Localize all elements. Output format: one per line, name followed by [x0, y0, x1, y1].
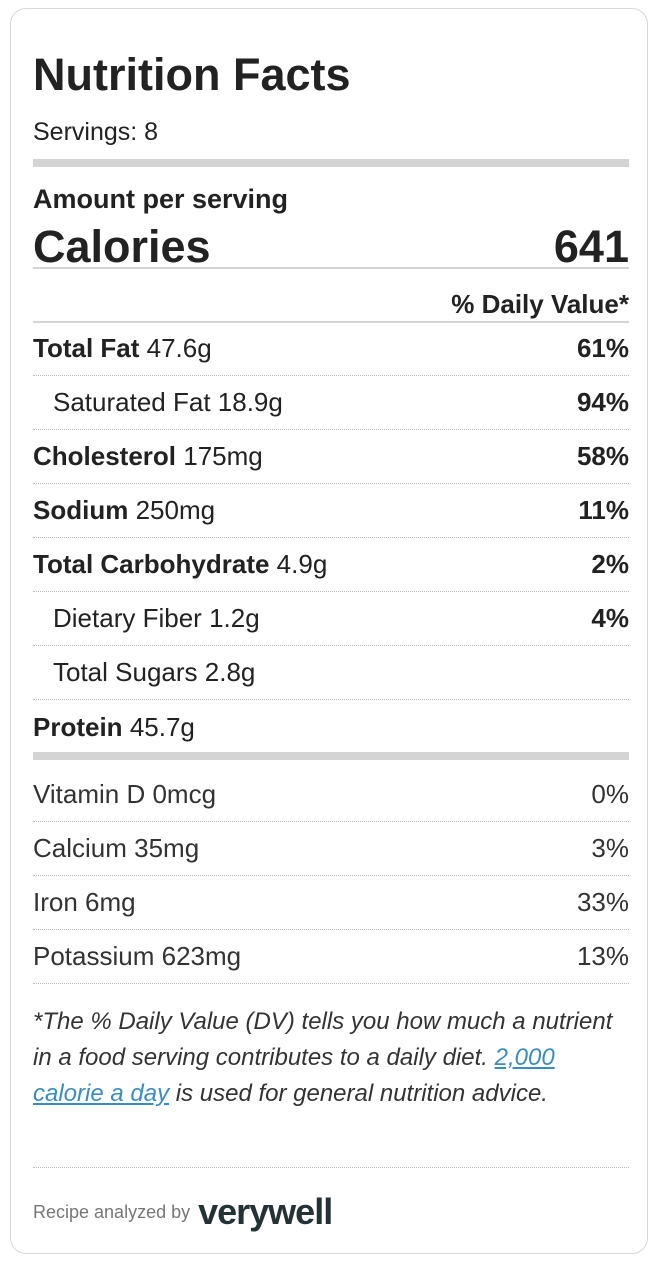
nutrient-row: Dietary Fiber 1.2g 4% [33, 592, 629, 646]
vitamin-list: Vitamin D 0mcg 0% Calcium 35mg 3% Iron 6mg… [33, 768, 629, 984]
calories-row: Calories 641 [33, 219, 629, 275]
vitamin-row: Calcium 35mg 3% [33, 822, 629, 876]
amount-per-serving: Amount per serving [33, 184, 289, 214]
nutrient-list: Total Fat 47.6g 61% Saturated Fat 18.9g 94… [33, 322, 629, 754]
divider [33, 267, 629, 269]
nutrient-amount: 175mg [183, 441, 263, 471]
servings: Servings: 8 [33, 118, 159, 146]
nutrient-row: Sodium 250mg 11% [33, 484, 629, 538]
nutrient-name: Total Sugars [53, 657, 198, 687]
vitamin-row: Iron 6mg 33% [33, 876, 629, 930]
nutrient-pct: 61% [576, 333, 629, 363]
nutrient-amount: 18.9g [217, 387, 283, 417]
nutrient-amount: 47.6g [146, 333, 212, 363]
nutrient-name: Saturated Fat [53, 387, 211, 417]
nutrient-name: Cholesterol [33, 441, 177, 471]
nutrient-name: Protein [33, 711, 123, 742]
nutrient-row: Protein 45.7g [33, 700, 629, 754]
title: Nutrition Facts [33, 49, 351, 100]
nutrient-pct: 11% [578, 495, 629, 525]
nutrient-name: Total Fat [33, 333, 140, 363]
nutrient-pct: 94% [576, 387, 629, 417]
divider [33, 321, 629, 323]
vitamin-row: Vitamin D 0mcg 0% [33, 768, 629, 822]
verywell-logo[interactable]: verywell [198, 1191, 333, 1232]
nutrient-row: Saturated Fat 18.9g 94% [33, 376, 629, 430]
calories-label: Calories [33, 221, 211, 272]
footnote: *The % Daily Value (DV) tells you how mu… [33, 1008, 613, 1107]
nutrient-amount: 250mg [135, 495, 216, 525]
nutrient-name: Dietary Fiber [53, 603, 202, 633]
nutrient-name: Total Carbohydrate [33, 549, 270, 579]
nutrient-pct: 2% [591, 549, 629, 579]
nutrition-label: Nutrition Facts Servings: 8 Amount per s… [10, 8, 648, 1254]
attribution: Recipe analyzed by verywell [33, 1191, 629, 1233]
nutrient-row: Total Fat 47.6g 61% [33, 322, 629, 376]
nutrient-amount: 45.7g [129, 711, 195, 742]
calories-value: 641 [553, 221, 629, 272]
nutrient-amount: 2.8g [204, 657, 256, 687]
nutrient-pct: 4% [591, 603, 629, 633]
daily-value-header: % Daily Value* [451, 289, 629, 319]
nutrient-pct: 58% [576, 441, 629, 471]
vitamin-row: Potassium 623mg 13% [33, 930, 629, 984]
nutrient-row: Total Sugars 2.8g [33, 646, 629, 700]
nutrient-amount: 4.9g [276, 549, 328, 579]
calorie-link[interactable]: 2,000 calorie a day [33, 1044, 555, 1107]
dotted-divider [33, 1167, 629, 1168]
nutrient-name: Sodium [33, 495, 129, 525]
attribution-text: Recipe analyzed by [33, 1201, 191, 1222]
thick-divider [33, 752, 629, 760]
thick-divider [33, 159, 629, 167]
nutrient-row: Total Carbohydrate 4.9g 2% [33, 538, 629, 592]
nutrient-row: Cholesterol 175mg 58% [33, 430, 629, 484]
nutrient-amount: 1.2g [209, 603, 260, 633]
